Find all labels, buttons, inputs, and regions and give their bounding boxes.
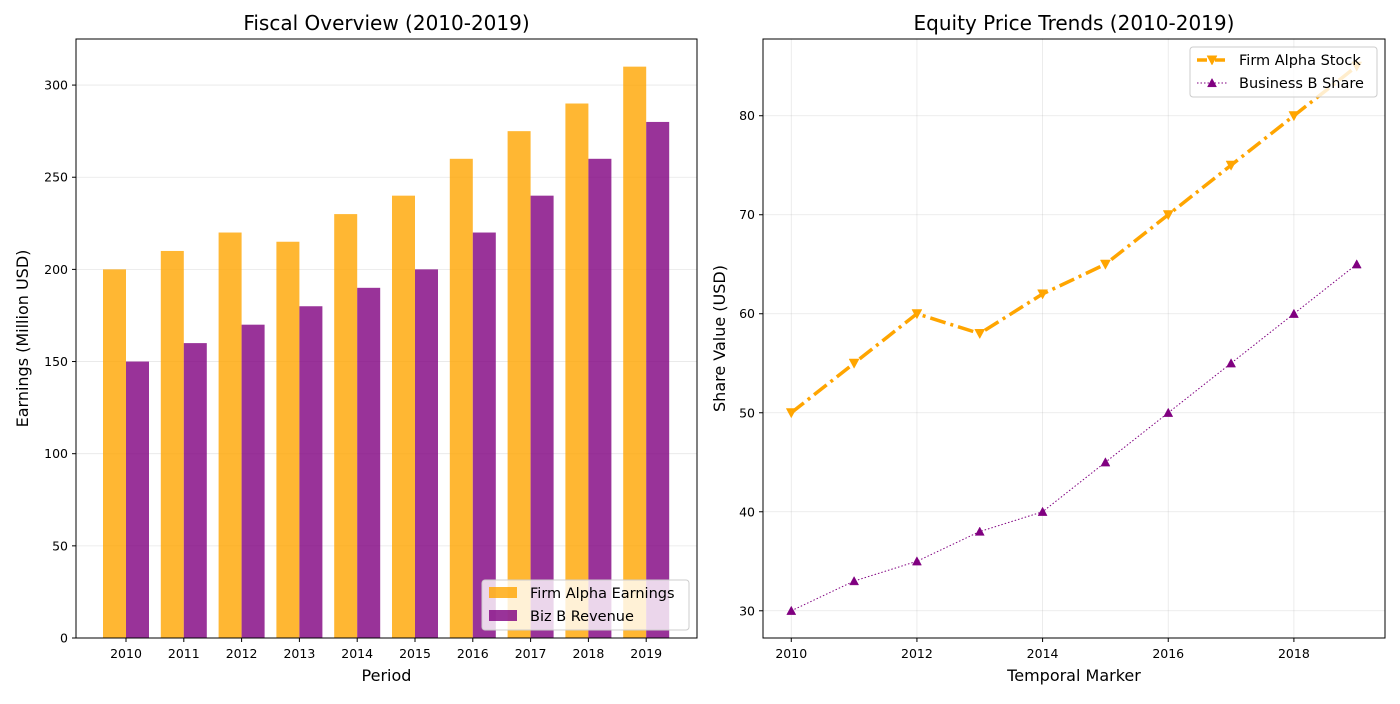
line-chart-share-value: 30 40 50 60 70 80 2010 2012 2014 2016 2018 Equity … [710,11,1386,685]
bar-firm-alpha-earnings-2017 [507,131,531,638]
legend-label-firm-alpha-stock: Firm Alpha Stock [1239,53,1361,69]
line-chart-y-axis-label: Share Value (USD) [710,265,729,412]
line-chart-x-axis-label: Temporal Marker [1006,666,1141,685]
point-business-b-share-2013 [974,526,985,536]
line-chart-ticks: 30 40 50 60 70 80 2010 2012 2014 2016 2018 [739,108,1310,661]
bar-biz-b-revenue-2015 [415,269,438,638]
bar-chart-x-tick-label: 2018 [572,646,604,661]
point-business-b-share-2016 [1163,407,1174,417]
point-business-b-share-2015 [1100,457,1111,467]
bar-chart-y-axis-label: Earnings (Million USD) [13,250,32,428]
bar-chart-x-tick-label: 2015 [399,646,431,661]
legend-swatch-biz-b-revenue [489,610,517,621]
bar-biz-b-revenue-2019 [646,121,670,638]
bar-firm-alpha-earnings-2010 [103,269,126,638]
point-firm-alpha-stock-2011 [848,358,860,369]
bar-firm-alpha-earnings-2019 [623,66,647,638]
line-business-b-share [791,263,1358,612]
bar-biz-b-revenue-2018 [588,158,612,639]
point-business-b-share-2012 [912,556,922,566]
bar-firm-alpha-earnings-2014 [334,214,358,639]
bar-firm-alpha-earnings-2015 [392,195,415,638]
bar-chart-x-tick-label: 2014 [341,646,373,661]
line-chart-x-tick-label: 2010 [775,646,807,661]
bar-chart-title: Fiscal Overview (2010-2019) [243,11,529,35]
line-chart-x-tick-label: 2018 [1278,646,1310,661]
bar-chart-y-tick-label: 100 [44,446,68,461]
bar-firm-alpha-earnings-2011 [160,250,184,638]
bar-firm-alpha-earnings-2012 [218,232,242,638]
bar-chart-frame [75,38,698,639]
point-firm-alpha-stock-2010 [785,408,797,419]
bar-chart-ticks: 0 50 100 150 200 250 300 2010 2011 2012 2013 2014 20… [44,78,662,661]
bar-biz-b-revenue-2014 [357,287,381,638]
bar-chart-y-tick-label: 150 [44,354,68,369]
bar-chart-x-tick-label: 2012 [226,646,258,661]
point-business-b-share-2010 [786,605,797,615]
bar-chart-x-tick-label: 2019 [630,646,662,661]
legend-marker-business-b-share [1207,77,1217,88]
line-chart-gridlines [763,39,1385,638]
bar-chart-x-tick-label: 2016 [457,646,489,661]
bar-biz-b-revenue-2017 [530,195,554,638]
line-chart-title: Equity Price Trends (2010-2019) [914,11,1235,35]
bar-biz-b-revenue-2011 [183,343,207,638]
bar-biz-b-revenue-2012 [241,324,265,638]
bar-chart-y-tick-label: 300 [44,78,68,93]
bar-chart-x-axis-label: Period [362,666,412,685]
legend-swatch-firm-alpha-earnings [489,587,517,598]
line-chart-frame [762,38,1386,639]
line-chart-y-tick-label: 30 [739,603,755,618]
line-chart-y-tick-label: 50 [739,405,755,420]
bar-chart-x-tick-label: 2011 [168,646,200,661]
bar-chart-legend-box [481,579,690,631]
legend-marker-firm-alpha-stock [1206,55,1218,66]
line-chart-x-tick-label: 2014 [1027,646,1059,661]
bar-firm-alpha-earnings-2013 [276,241,300,638]
point-business-b-share-2018 [1288,308,1299,318]
line-chart-legend-box [1189,46,1378,98]
bar-biz-b-revenue-2016 [472,232,496,638]
point-firm-alpha-stock-2012 [911,309,923,320]
bar-firm-alpha-earnings-2016 [449,158,473,639]
point-business-b-share-2014 [1037,506,1048,516]
line-chart-legend: Firm Alpha Stock Business B Share [1189,46,1378,98]
bar-biz-b-revenue-2010 [126,361,149,638]
point-firm-alpha-stock-2013 [974,329,986,340]
bar-chart-y-tick-label: 50 [52,538,68,553]
legend-label-firm-alpha-earnings: Firm Alpha Earnings [530,586,675,602]
line-chart-y-tick-label: 40 [739,504,755,519]
line-chart-y-tick-label: 80 [739,108,755,123]
point-firm-alpha-stock-2016 [1162,210,1174,221]
bar-chart-y-tick-label: 200 [44,262,68,277]
bar-chart-bars [103,66,670,639]
legend-label-business-b-share: Business B Share [1239,76,1364,92]
line-chart-y-tick-label: 70 [739,207,755,222]
bar-firm-alpha-earnings-2018 [565,103,589,638]
line-firm-alpha-stock [790,64,1358,415]
point-firm-alpha-stock-2017 [1225,160,1237,171]
point-business-b-share-2019 [1351,259,1362,269]
bar-chart-y-tick-label: 250 [44,170,68,185]
bar-chart-x-tick-label: 2017 [515,646,547,661]
bar-chart-x-tick-label: 2010 [110,646,142,661]
line-chart-series [785,61,1363,615]
bar-biz-b-revenue-2013 [299,306,323,638]
line-chart-x-tick-label: 2012 [901,646,933,661]
bar-chart-legend: Firm Alpha Earnings Biz B Revenue [481,579,690,631]
line-chart-x-tick-label: 2016 [1152,646,1184,661]
bar-chart-y-tick-label: 0 [60,631,68,646]
line-chart-y-tick-label: 60 [739,306,755,321]
point-firm-alpha-stock-2015 [1099,259,1111,270]
bar-chart-x-tick-label: 2013 [283,646,315,661]
legend-label-biz-b-revenue: Biz B Revenue [530,609,634,625]
point-business-b-share-2011 [849,576,860,586]
point-firm-alpha-stock-2014 [1037,289,1049,300]
point-firm-alpha-stock-2018 [1288,111,1300,122]
point-business-b-share-2017 [1226,358,1236,368]
bar-chart-earnings: 0 50 100 150 200 250 300 2010 2011 2012 2013 2014 20… [13,11,698,685]
